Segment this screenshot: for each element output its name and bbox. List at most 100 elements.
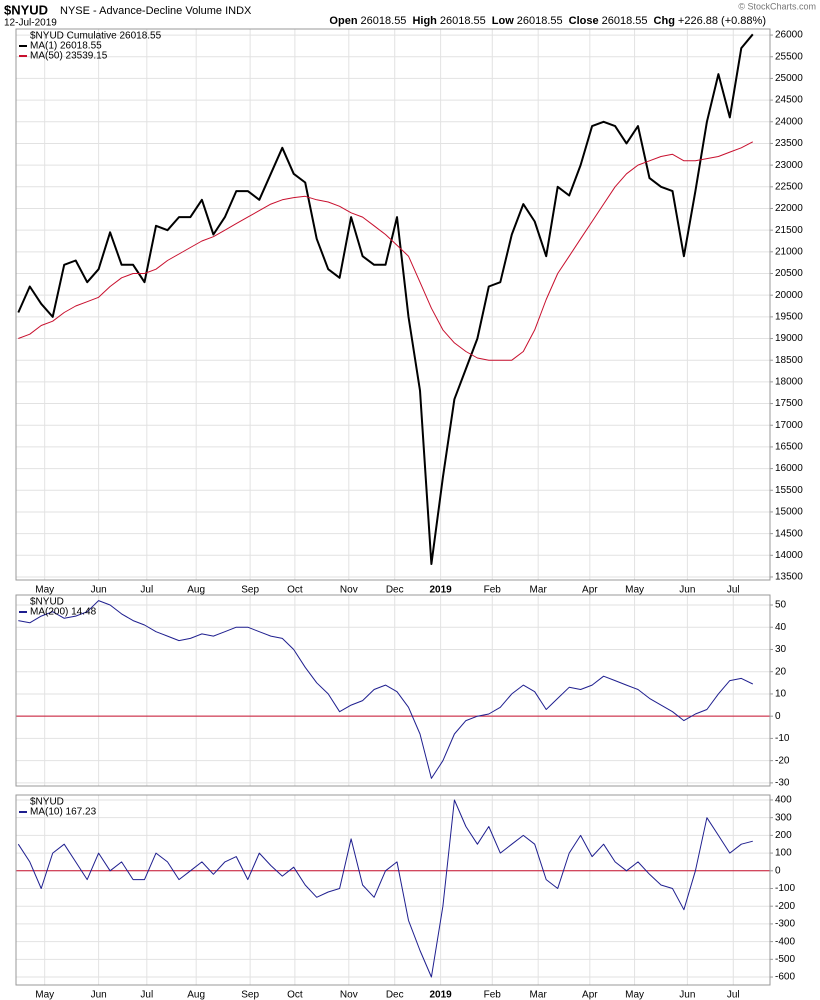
y-tick-label: -300 — [775, 919, 795, 930]
y-tick-label: 22500 — [775, 181, 803, 192]
y-tick-label: 26000 — [775, 30, 803, 41]
y-tick-label: 18000 — [775, 377, 803, 388]
x-tick-label: May — [35, 990, 54, 1000]
y-tick-label: 200 — [775, 830, 792, 841]
y-tick-label: -30 — [775, 778, 790, 789]
date: 12-Jul-2019 — [4, 18, 57, 29]
x-tick-label: Feb — [484, 990, 502, 1000]
y-tick-label: 20000 — [775, 290, 803, 301]
x-tick-label: Aug — [187, 585, 205, 596]
x-tick-label: Jul — [727, 990, 740, 1000]
legend-title: $NYUD — [30, 597, 64, 608]
legend-label: MA(50) 23539.15 — [30, 51, 108, 62]
y-tick-label: 25000 — [775, 73, 803, 84]
y-tick-label: 400 — [775, 795, 792, 806]
y-tick-label: 20 — [775, 666, 787, 677]
x-tick-label: 2019 — [430, 585, 453, 596]
y-tick-label: -500 — [775, 954, 795, 965]
quote-value: 26018.55 — [361, 15, 407, 27]
y-tick-label: 17000 — [775, 420, 803, 431]
y-tick-label: 300 — [775, 812, 792, 823]
y-tick-label: -400 — [775, 936, 795, 947]
y-tick-label: -20 — [775, 755, 790, 766]
y-tick-label: 20500 — [775, 268, 803, 279]
y-tick-label: 14000 — [775, 550, 803, 561]
quote-label: Close — [569, 15, 599, 27]
y-tick-label: 18500 — [775, 355, 803, 366]
quote-value: 26018.55 — [440, 15, 486, 27]
x-tick-label: Jun — [679, 990, 695, 1000]
y-tick-label: -600 — [775, 972, 795, 983]
y-tick-label: 23500 — [775, 138, 803, 149]
quote-value: 26018.55 — [517, 15, 563, 27]
x-tick-label: Mar — [530, 585, 548, 596]
y-tick-label: 21000 — [775, 246, 803, 257]
x-tick-label: Jun — [91, 585, 107, 596]
y-tick-label: 0 — [775, 865, 781, 876]
legend-label: MA(200) 14.48 — [30, 607, 97, 618]
series-line — [18, 141, 754, 361]
x-tick-label: Nov — [340, 585, 358, 596]
x-tick-label: May — [625, 585, 644, 596]
legend-title: $NYUD Cumulative 26018.55 — [30, 31, 162, 42]
quote-value: 26018.55 — [602, 15, 648, 27]
x-tick-label: Oct — [287, 585, 303, 596]
x-tick-label: Apr — [582, 990, 598, 1000]
y-tick-label: 40 — [775, 622, 787, 633]
y-tick-label: 16000 — [775, 463, 803, 474]
x-tick-label: Dec — [386, 585, 404, 596]
y-tick-label: 16500 — [775, 442, 803, 453]
x-tick-label: Oct — [287, 990, 303, 1000]
x-tick-label: Sep — [241, 585, 259, 596]
symbol: $NYUD — [4, 2, 48, 17]
y-tick-label: -100 — [775, 883, 795, 894]
x-tick-label: Aug — [187, 990, 205, 1000]
y-tick-label: 30 — [775, 644, 787, 655]
y-tick-label: 15500 — [775, 485, 803, 496]
x-tick-label: Dec — [386, 990, 404, 1000]
y-tick-label: 23000 — [775, 160, 803, 171]
y-tick-label: 21500 — [775, 225, 803, 236]
x-tick-label: Sep — [241, 990, 259, 1000]
y-tick-label: -200 — [775, 901, 795, 912]
x-tick-label: Jun — [91, 990, 107, 1000]
y-tick-label: 14500 — [775, 528, 803, 539]
x-tick-label: Jul — [140, 990, 153, 1000]
y-tick-label: 13500 — [775, 572, 803, 583]
x-tick-label: Mar — [530, 990, 548, 1000]
x-tick-label: Apr — [582, 585, 598, 596]
series-line — [18, 600, 754, 779]
quote-label: Low — [492, 15, 514, 27]
series-line — [17, 799, 753, 978]
y-tick-label: 24500 — [775, 95, 803, 106]
y-tick-label: 25500 — [775, 51, 803, 62]
x-tick-label: Jun — [679, 585, 695, 596]
quote-label: Open — [329, 15, 357, 27]
panel-frame — [15, 794, 771, 986]
description: NYSE - Advance-Decline Volume INDX — [60, 5, 252, 17]
credit: © StockCharts.com — [738, 1, 816, 11]
quote-value: +226.88 (+0.88%) — [678, 15, 766, 27]
legend-label: MA(10) 167.23 — [30, 807, 97, 818]
y-tick-label: -10 — [775, 733, 790, 744]
x-tick-label: May — [35, 585, 54, 596]
series-line — [17, 33, 754, 565]
y-tick-label: 50 — [775, 600, 787, 611]
y-tick-label: 22000 — [775, 203, 803, 214]
x-tick-label: Feb — [484, 585, 502, 596]
y-tick-label: 17500 — [775, 398, 803, 409]
y-tick-label: 10 — [775, 689, 787, 700]
y-tick-label: 19000 — [775, 333, 803, 344]
x-tick-label: Jul — [727, 585, 740, 596]
y-tick-label: 24000 — [775, 116, 803, 127]
quote-label: Chg — [654, 15, 675, 27]
x-tick-label: 2019 — [430, 990, 453, 1000]
y-tick-label: 100 — [775, 848, 792, 859]
y-tick-label: 19500 — [775, 311, 803, 322]
quote-label: High — [412, 15, 437, 27]
y-tick-label: 0 — [775, 711, 781, 722]
x-tick-label: Jul — [140, 585, 153, 596]
y-tick-label: 15000 — [775, 507, 803, 518]
legend-label: MA(1) 26018.55 — [30, 41, 102, 52]
